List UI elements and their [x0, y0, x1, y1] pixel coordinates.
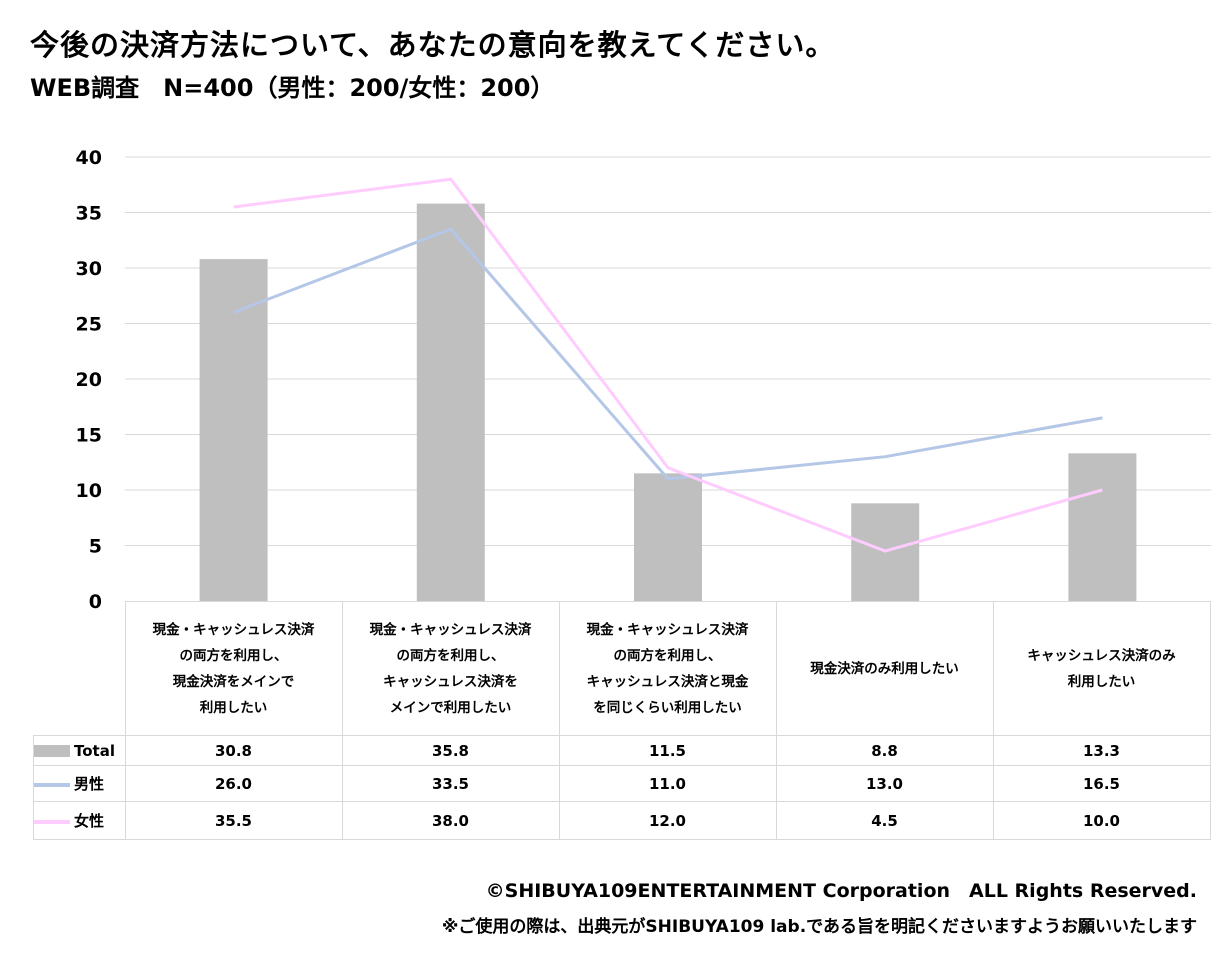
category-label-line: 利用したい: [1067, 673, 1136, 690]
legend-label: Total: [74, 741, 115, 760]
category-label: 現金・キャッシュレス決済 の両方を利用し、 現金決済をメインで 利用したい: [124, 601, 343, 736]
y-tick-label: 40: [76, 147, 102, 169]
data-value: 38.0: [341, 801, 560, 840]
table-corner: [33, 601, 126, 736]
category-label-line: の両方を利用し、: [179, 647, 288, 664]
data-value: 33.5: [341, 765, 560, 802]
data-value: 16.5: [992, 765, 1211, 802]
data-value: 26.0: [124, 765, 343, 802]
copyright: ©SHIBUYA109ENTERTAINMENT Corporation ALL…: [485, 880, 1197, 902]
data-value: 10.0: [992, 801, 1211, 840]
category-label-line: の両方を利用し、: [613, 647, 722, 664]
category-label-line: 現金決済のみ利用したい: [810, 660, 959, 677]
y-tick-label: 35: [76, 203, 102, 225]
data-value: 35.5: [124, 801, 343, 840]
legend-swatch-line: [34, 782, 70, 787]
data-value: 13.3: [992, 735, 1211, 766]
legend-entry: Total: [33, 735, 126, 766]
bar-total: [634, 473, 702, 601]
data-value: 13.0: [775, 765, 994, 802]
data-table: 現金・キャッシュレス決済 の両方を利用し、 現金決済をメインで 利用したい 現金・キャッ…: [33, 601, 1211, 840]
y-tick-label: 25: [76, 314, 102, 336]
category-label-line: 現金・キャッシュレス決済: [369, 621, 532, 638]
bar-total: [416, 203, 485, 601]
category-label-line: 現金決済をメインで: [172, 673, 295, 690]
legend-swatch-bar: [34, 745, 70, 757]
bar-total: [199, 259, 268, 601]
category-label-line: 現金・キャッシュレス決済: [152, 621, 315, 638]
category-label: 現金・キャッシュレス決済 の両方を利用し、 キャッシュレス決済を メインで利用したい: [341, 601, 560, 736]
category-label-line: の両方を利用し、: [396, 647, 505, 664]
category-label-line: メインで利用したい: [389, 699, 512, 716]
category-label-line: 利用したい: [199, 699, 268, 716]
y-tick-label: 20: [76, 369, 102, 391]
category-label-line: キャッシュレス決済のみ: [1027, 647, 1176, 664]
category-label-line: キャッシュレス決済と現金: [586, 673, 749, 690]
bar-total: [1068, 453, 1137, 601]
line-female: [233, 177, 1103, 553]
y-tick-label: 30: [76, 258, 102, 280]
category-label: キャッシュレス決済のみ 利用したい: [992, 601, 1211, 736]
usage-note: ※ご使用の際は、出典元がSHIBUYA109 lab.である旨を明記くださいます…: [441, 917, 1197, 937]
y-tick-label: 5: [89, 536, 102, 558]
data-value: 8.8: [775, 735, 994, 766]
category-label-line: を同じくらい利用したい: [593, 699, 742, 716]
data-value: 30.8: [124, 735, 343, 766]
legend-label: 男性: [74, 775, 105, 793]
legend-entry: 女性: [33, 801, 126, 840]
data-value: 12.0: [558, 801, 777, 840]
data-value: 11.5: [558, 735, 777, 766]
chart-subtitle: WEB調査 N=400（男性：200/女性：200）: [30, 74, 555, 102]
data-value: 35.8: [341, 735, 560, 766]
category-label: 現金・キャッシュレス決済 の両方を利用し、キャッシュレス決済と現金 を同じくらい利用…: [558, 601, 777, 736]
data-value: 11.0: [558, 765, 777, 802]
legend-label: 女性: [74, 812, 105, 830]
chart-title: 今後の決済方法について、あなたの意向を教えてください。: [30, 28, 836, 62]
line-male: [233, 227, 1103, 481]
legend-entry: 男性: [33, 765, 126, 802]
legend-swatch-line: [34, 819, 70, 824]
category-label-line: キャッシュレス決済を: [383, 673, 518, 690]
category-label-line: 現金・キャッシュレス決済: [586, 621, 749, 638]
y-tick-label: 15: [76, 425, 102, 447]
category-label: 現金決済のみ利用したい: [775, 601, 994, 736]
y-tick-label: 10: [76, 480, 102, 502]
data-value: 4.5: [775, 801, 994, 840]
